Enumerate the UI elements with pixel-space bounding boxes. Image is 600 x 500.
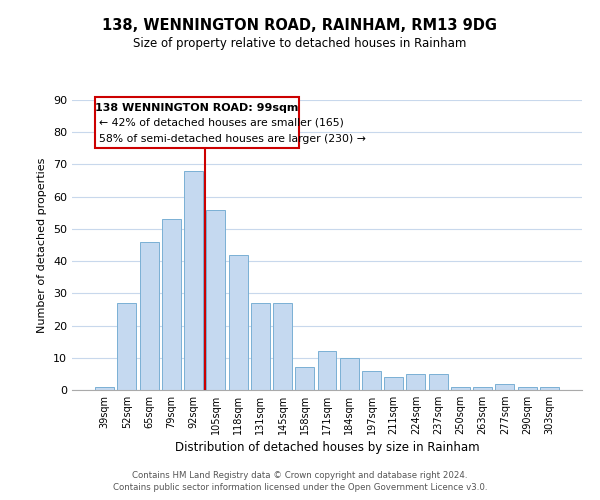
Bar xyxy=(406,374,425,390)
Text: Size of property relative to detached houses in Rainham: Size of property relative to detached ho… xyxy=(133,38,467,51)
Bar xyxy=(362,370,381,390)
X-axis label: Distribution of detached houses by size in Rainham: Distribution of detached houses by size … xyxy=(175,442,479,454)
Bar xyxy=(295,368,314,390)
Text: 138, WENNINGTON ROAD, RAINHAM, RM13 9DG: 138, WENNINGTON ROAD, RAINHAM, RM13 9DG xyxy=(103,18,497,32)
Y-axis label: Number of detached properties: Number of detached properties xyxy=(37,158,47,332)
Bar xyxy=(518,387,536,390)
Text: 138 WENNINGTON ROAD: 99sqm: 138 WENNINGTON ROAD: 99sqm xyxy=(95,103,299,113)
Bar xyxy=(118,303,136,390)
Bar xyxy=(317,352,337,390)
Bar xyxy=(384,377,403,390)
Bar xyxy=(140,242,158,390)
Bar xyxy=(251,303,270,390)
Bar xyxy=(229,254,248,390)
Text: Contains HM Land Registry data © Crown copyright and database right 2024.
Contai: Contains HM Land Registry data © Crown c… xyxy=(113,471,487,492)
Text: ← 42% of detached houses are smaller (165): ← 42% of detached houses are smaller (16… xyxy=(99,118,344,128)
Bar xyxy=(429,374,448,390)
Bar xyxy=(473,387,492,390)
Bar xyxy=(162,219,181,390)
Bar xyxy=(184,171,203,390)
FancyBboxPatch shape xyxy=(95,97,299,148)
Text: 58% of semi-detached houses are larger (230) →: 58% of semi-detached houses are larger (… xyxy=(99,134,366,144)
Bar xyxy=(340,358,359,390)
Bar xyxy=(540,387,559,390)
Bar xyxy=(95,387,114,390)
Bar xyxy=(273,303,292,390)
Bar xyxy=(496,384,514,390)
Bar xyxy=(451,387,470,390)
Bar xyxy=(206,210,225,390)
